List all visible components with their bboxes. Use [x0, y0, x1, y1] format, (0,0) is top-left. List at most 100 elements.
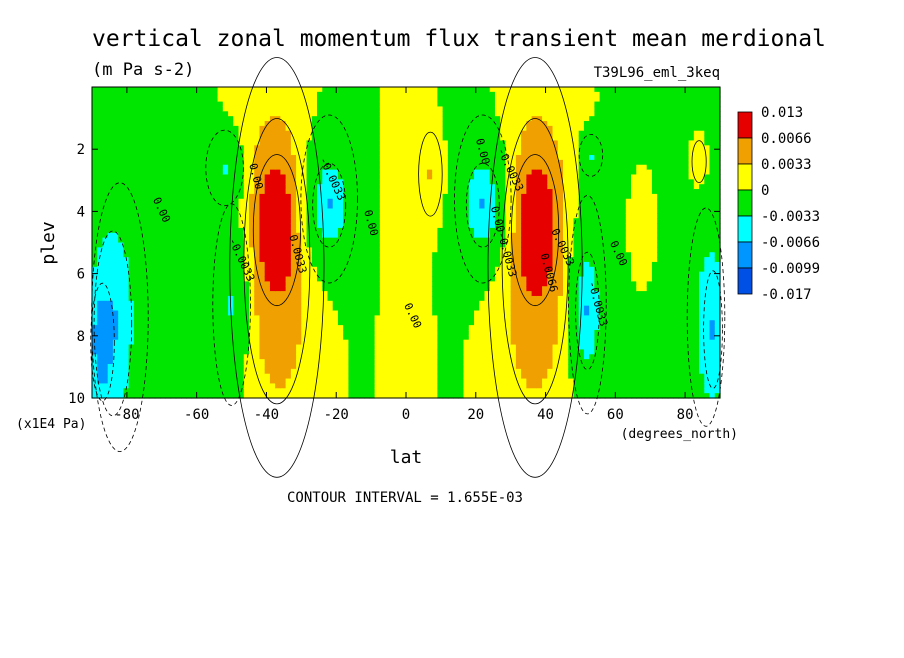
heatmap-cell [311, 232, 318, 239]
heatmap-cell [343, 101, 350, 108]
heatmap-cell [92, 363, 98, 370]
heatmap-cell [369, 281, 376, 287]
heatmap-cell [133, 305, 140, 312]
heatmap-cell [489, 101, 496, 108]
heatmap-cell [196, 378, 203, 385]
heatmap-cell [390, 159, 397, 166]
heatmap-cell [212, 242, 219, 248]
heatmap-cell [385, 271, 391, 278]
heatmap-cell [133, 339, 140, 346]
heatmap-cell [474, 164, 480, 171]
heatmap-cell [369, 320, 376, 326]
heatmap-cell [406, 291, 412, 297]
heatmap-cell [175, 373, 182, 380]
heatmap-cell [364, 198, 370, 205]
heatmap-cell [306, 101, 313, 108]
heatmap-cell [432, 261, 438, 268]
heatmap-cell [442, 121, 449, 127]
heatmap-cell [118, 130, 124, 137]
heatmap-cell [249, 91, 255, 98]
heatmap-cell [149, 223, 156, 229]
heatmap-cell [395, 116, 402, 122]
heatmap-cell [180, 159, 187, 166]
heatmap-cell [369, 295, 376, 302]
heatmap-cell [123, 145, 130, 151]
heatmap-cell [432, 159, 438, 166]
heatmap-cell [364, 329, 370, 336]
heatmap-cell [212, 111, 219, 117]
heatmap-cell [337, 237, 344, 244]
heatmap-cell [437, 286, 444, 292]
heatmap-cell [92, 334, 98, 341]
heatmap-cell [133, 208, 140, 214]
heatmap-cell [128, 174, 135, 180]
heatmap-cell [222, 271, 229, 278]
heatmap-cell [332, 266, 339, 273]
heatmap-cell [160, 193, 166, 200]
heatmap-cell [421, 91, 428, 98]
heatmap-cell [458, 150, 465, 156]
heatmap-cell [97, 159, 104, 166]
heatmap-cell [259, 295, 266, 302]
heatmap-cell [149, 203, 156, 210]
heatmap-cell [212, 227, 219, 234]
heatmap-cell [112, 300, 119, 307]
heatmap-cell [149, 208, 156, 214]
heatmap-cell [311, 96, 318, 103]
heatmap-cell [264, 218, 271, 224]
heatmap-cell [149, 281, 156, 287]
heatmap-cell [453, 383, 459, 389]
heatmap-cell [165, 291, 172, 297]
heatmap-cell [343, 179, 350, 185]
heatmap-cell [474, 198, 480, 205]
heatmap-cell [149, 291, 156, 297]
heatmap-cell [411, 286, 418, 292]
heatmap-cell [411, 242, 418, 248]
heatmap-cell [285, 198, 292, 205]
heatmap-cell [306, 295, 313, 302]
heatmap-cell [128, 169, 135, 176]
heatmap-cell [160, 232, 166, 239]
heatmap-cell [144, 208, 151, 214]
heatmap-cell [275, 184, 281, 190]
heatmap-cell [97, 213, 104, 219]
heatmap-cell [154, 184, 161, 190]
heatmap-cell [186, 96, 193, 103]
heatmap-cell [233, 295, 240, 302]
heatmap-cell [118, 388, 124, 394]
heatmap-cell [196, 227, 203, 234]
heatmap-cell [390, 96, 397, 103]
heatmap-cell [259, 140, 266, 146]
heatmap-cell [233, 329, 240, 336]
heatmap-cell [484, 111, 491, 117]
heatmap-cell [463, 101, 470, 108]
heatmap-cell [432, 252, 438, 258]
heatmap-cell [165, 383, 172, 389]
heatmap-cell [243, 295, 250, 302]
heatmap-cell [259, 300, 266, 307]
heatmap-cell [249, 252, 255, 258]
heatmap-cell [474, 281, 480, 287]
heatmap-cell [426, 232, 433, 239]
heatmap-cell [385, 261, 391, 268]
heatmap-cell [212, 101, 219, 108]
heatmap-cell [317, 305, 323, 312]
heatmap-cell [170, 393, 177, 399]
heatmap-cell [332, 159, 339, 166]
heatmap-cell [432, 242, 438, 248]
heatmap-cell [311, 310, 318, 316]
heatmap-cell [238, 232, 245, 239]
heatmap-cell [374, 150, 381, 156]
heatmap-cell [238, 213, 245, 219]
heatmap-cell [212, 184, 219, 190]
heatmap-cell [259, 344, 266, 351]
heatmap-cell [222, 388, 229, 394]
heatmap-cell [317, 383, 323, 389]
heatmap-cell [343, 155, 350, 161]
heatmap-cell [154, 252, 161, 258]
heatmap-cell [186, 179, 193, 185]
heatmap-cell [374, 125, 381, 132]
heatmap-cell [259, 388, 266, 394]
heatmap-cell [296, 310, 302, 316]
heatmap-cell [296, 121, 302, 127]
